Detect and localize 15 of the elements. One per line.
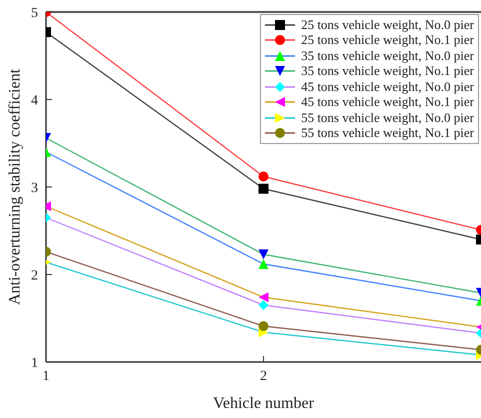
legend-label: 55 tons vehicle weight, No.1 pier — [301, 125, 474, 142]
legend-label: 55 tons vehicle weight, No.0 pier — [301, 110, 474, 126]
legend-label: 25 tons vehicle weight, No.1 pier — [301, 32, 474, 48]
legend-label: 45 tons vehicle weight, No.0 pier — [301, 78, 474, 95]
y-tick-label: 2 — [31, 268, 38, 284]
y-axis-title: Anti-overturning stability coefficient — [6, 68, 24, 306]
legend-label: 25 tons vehicle weight, No.0 pier — [301, 16, 474, 33]
legend-label: 45 tons vehicle weight, No.1 pier — [301, 94, 474, 110]
y-tick-label: 4 — [31, 93, 38, 108]
y-tick-label: 1 — [31, 356, 38, 371]
y-tick-label: 3 — [31, 180, 38, 196]
legend-label: 35 tons vehicle weight, No.1 pier — [301, 63, 474, 80]
legend-label: 35 tons vehicle weight, No.0 pier — [301, 48, 474, 64]
y-tick-label: 5 — [31, 6, 38, 21]
x-axis-title: Vehicle number — [213, 395, 315, 412]
